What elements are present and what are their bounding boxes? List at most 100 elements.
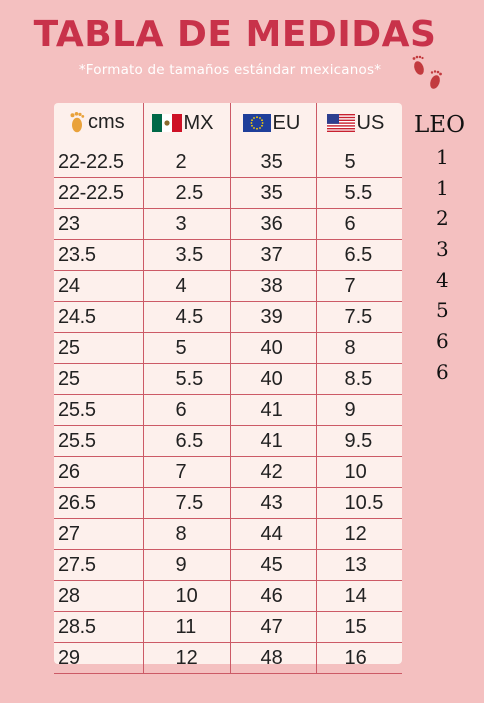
table-row: 24 4 38 7: [54, 270, 402, 302]
cell-mx: 3.5: [142, 239, 230, 271]
cell-eu: 35: [229, 177, 316, 209]
cell-eu: 44: [229, 518, 316, 550]
cell-us: 6: [315, 208, 402, 240]
cell-cms: 25: [54, 332, 143, 364]
cell-us: 10: [315, 456, 402, 488]
table-header-row: cms MX: [54, 103, 402, 147]
header-us-label: US: [356, 111, 385, 134]
cell-cms: 22-22.5: [54, 147, 143, 178]
leo-value: 4: [436, 267, 449, 292]
cell-us: 12: [315, 518, 402, 550]
cell-mx: 7.5: [142, 487, 230, 519]
cell-cms: 26.5: [54, 487, 143, 519]
cell-eu: 40: [229, 363, 316, 395]
header-mx-label: MX: [183, 111, 214, 134]
cell-cms: 25.5: [54, 394, 143, 426]
cell-cms: 23.5: [54, 239, 143, 271]
cell-us: 9.5: [315, 425, 402, 457]
page-subtitle: *Formato de tamaños estándar mexicanos*: [78, 62, 382, 78]
header-mx: MX: [142, 103, 230, 147]
cell-eu: 38: [229, 270, 316, 302]
cell-cms: 27.5: [54, 549, 143, 581]
cell-mx: 5: [142, 332, 230, 364]
table-row: 27 8 44 12: [54, 518, 402, 550]
header-us: US: [315, 103, 402, 147]
size-table: cms MX: [54, 103, 402, 674]
cell-us: 7.5: [315, 301, 402, 333]
cell-eu: 40: [229, 332, 316, 364]
page-title: TABLA DE MEDIDAS: [33, 14, 437, 55]
header-eu: EU: [229, 103, 316, 147]
cell-cms: 28: [54, 580, 143, 612]
cell-mx: 3: [142, 208, 230, 240]
table-row: 25 5.5 40 8.5: [54, 363, 402, 395]
leo-value: 6: [436, 329, 449, 354]
leo-value: 1: [436, 175, 449, 200]
cell-mx: 5.5: [142, 363, 230, 395]
table-row: 27.5 9 45 13: [54, 549, 402, 581]
cell-mx: 6.5: [142, 425, 230, 457]
cell-mx: 2: [142, 147, 230, 178]
cell-eu: 36: [229, 208, 316, 240]
cell-us: 5: [315, 147, 402, 178]
table-row: 28.5 11 47 15: [54, 611, 402, 643]
table-row: 23 3 36 6: [54, 208, 402, 240]
cell-mx: 7: [142, 456, 230, 488]
cell-eu: 43: [229, 487, 316, 519]
cell-cms: 24: [54, 270, 143, 302]
cell-us: 6.5: [315, 239, 402, 271]
cell-us: 10.5: [315, 487, 402, 519]
cell-cms: 24.5: [54, 301, 143, 333]
cell-mx: 11: [142, 611, 230, 643]
table-row: 22-22.5 2 35 5: [54, 147, 402, 178]
cell-eu: 48: [229, 642, 316, 674]
cell-eu: 41: [229, 425, 316, 457]
cell-mx: 10: [142, 580, 230, 612]
cell-cms: 23: [54, 208, 143, 240]
table-row: 23.5 3.5 37 6.5: [54, 239, 402, 271]
cell-mx: 8: [142, 518, 230, 550]
table-row: 25.5 6.5 41 9.5: [54, 425, 402, 457]
cell-cms: 28.5: [54, 611, 143, 643]
cell-cms: 22-22.5: [54, 177, 143, 209]
cell-us: 7: [315, 270, 402, 302]
cell-mx: 12: [142, 642, 230, 674]
table-row: 29 12 48 16: [54, 642, 402, 674]
header-cms: cms: [54, 103, 143, 147]
baby-footprints-icon: [412, 55, 442, 89]
cell-cms: 25: [54, 363, 143, 395]
mexico-flag-icon: [151, 114, 182, 133]
cell-eu: 37: [229, 239, 316, 271]
footprint-icon: [70, 112, 85, 133]
table-row: 28 10 46 14: [54, 580, 402, 612]
cell-cms: 29: [54, 642, 143, 674]
table-row: 25.5 6 41 9: [54, 394, 402, 426]
table-row: 24.5 4.5 39 7.5: [54, 301, 402, 333]
table-row: 26.5 7.5 43 10.5: [54, 487, 402, 519]
cell-eu: 47: [229, 611, 316, 643]
cell-us: 14: [315, 580, 402, 612]
cell-eu: 46: [229, 580, 316, 612]
cell-us: 8.5: [315, 363, 402, 395]
cell-mx: 6: [142, 394, 230, 426]
cell-cms: 27: [54, 518, 143, 550]
cell-us: 13: [315, 549, 402, 581]
leo-value: 6: [436, 359, 449, 384]
header-eu-label: EU: [272, 111, 301, 134]
leo-value: 1: [436, 145, 449, 169]
table-row: 22-22.5 2.5 35 5.5: [54, 177, 402, 209]
cell-eu: 42: [229, 456, 316, 488]
header-cms-label: cms: [88, 110, 125, 133]
us-flag-icon: [326, 114, 355, 133]
eu-flag-icon: [242, 114, 271, 133]
table-row: 25 5 40 8: [54, 332, 402, 364]
leo-value: 3: [436, 237, 449, 262]
cell-eu: 35: [229, 147, 316, 178]
cell-eu: 39: [229, 301, 316, 333]
cell-eu: 41: [229, 394, 316, 426]
cell-cms: 26: [54, 456, 143, 488]
cell-mx: 9: [142, 549, 230, 581]
cell-mx: 4: [142, 270, 230, 302]
leo-column: LEO 1 1 2 3 4 5 6 6: [414, 108, 474, 388]
cell-us: 5.5: [315, 177, 402, 209]
